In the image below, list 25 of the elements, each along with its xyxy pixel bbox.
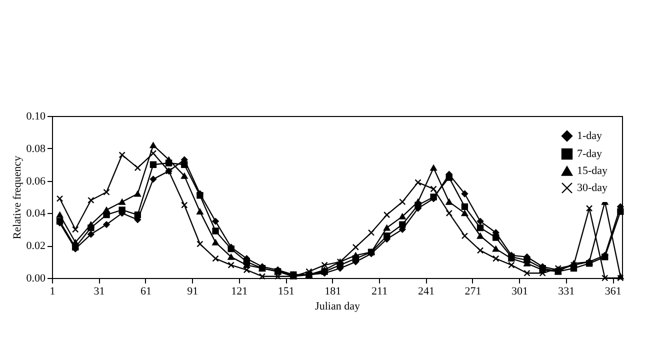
y-tick-label: 0.00 xyxy=(26,272,46,284)
x-tick-label: 331 xyxy=(558,286,575,298)
y-axis-title: Relative frequency xyxy=(11,155,24,240)
x-tick-label: 61 xyxy=(140,286,152,298)
legend-label: 1-day xyxy=(577,130,603,142)
x-tick-label: 361 xyxy=(604,286,622,298)
x-tick-label: 151 xyxy=(278,286,294,298)
y-tick-label: 0.10 xyxy=(26,110,46,122)
x-tick-label: 241 xyxy=(418,286,435,298)
y-tick-label: 0.02 xyxy=(26,240,46,252)
x-tick-label: 31 xyxy=(94,286,105,298)
x-tick-label: 181 xyxy=(324,286,342,298)
y-tick-label: 0.04 xyxy=(26,208,46,220)
x-tick-label: 121 xyxy=(231,286,248,298)
x-tick-label: 1 xyxy=(50,286,56,298)
x-tick-label: 211 xyxy=(372,286,388,298)
x-tick-label: 301 xyxy=(511,286,528,298)
legend-label: 30-day xyxy=(577,182,608,194)
legend-label: 7-day xyxy=(577,148,603,160)
y-tick-label: 0.08 xyxy=(26,142,46,155)
y-tick-label: 0.06 xyxy=(26,175,46,188)
x-tick-label: 271 xyxy=(464,286,482,298)
legend-label: 15-day xyxy=(577,165,608,177)
x-axis-title: Julian day xyxy=(315,300,360,312)
x-tick-label: 91 xyxy=(187,286,198,298)
